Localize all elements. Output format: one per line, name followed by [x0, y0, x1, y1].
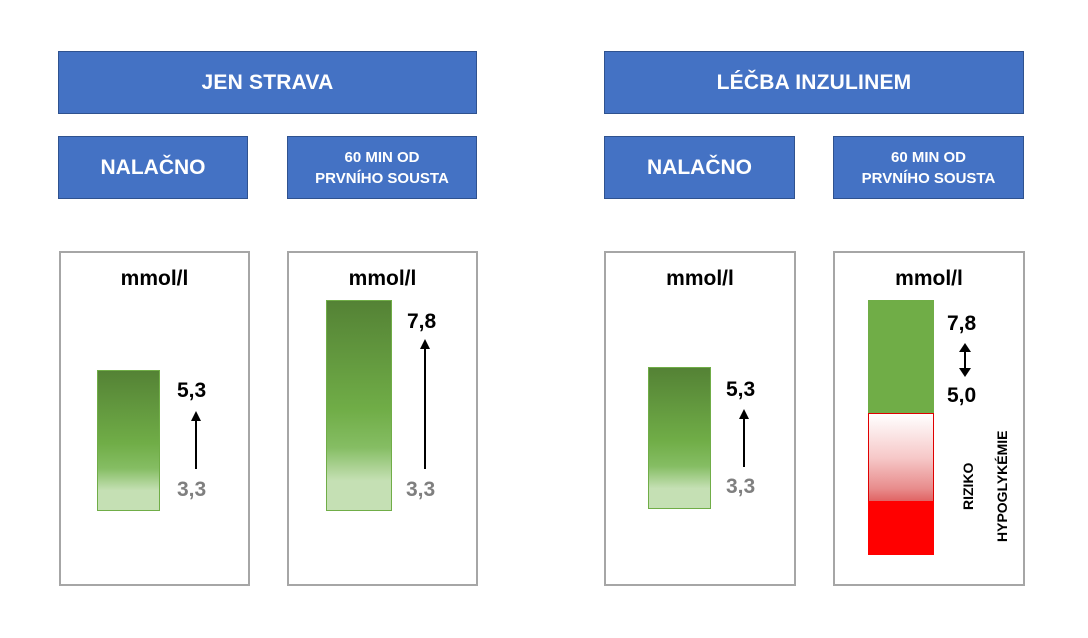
value-top: 5,3: [726, 378, 756, 401]
subheader-after-meal-line2: PRVNÍHO SOUSTA: [315, 169, 449, 187]
glucose-bar: [326, 300, 392, 511]
panel-insulin-after-meal: mmol/l 7,8 5,0 RIZIKO HYPOGLYKÉMIE: [833, 251, 1025, 586]
unit-label: mmol/l: [895, 267, 963, 290]
up-arrow-icon: [420, 339, 430, 469]
subheader-after-meal-line1: 60 MIN OD: [890, 148, 966, 166]
value-top: 7,8: [947, 312, 977, 335]
value-top: 7,8: [407, 310, 437, 333]
unit-label: mmol/l: [348, 267, 417, 290]
section-header-diet: JEN STRAVA: [58, 51, 477, 114]
risk-label: RIZIKO HYPOGLYKÉMIE: [943, 421, 1011, 551]
subheader-fasting-insulin: NALAČNO: [604, 136, 795, 199]
hypoglycemia-risk-zone: [868, 413, 934, 503]
subheader-after-meal-diet: 60 MIN OD PRVNÍHO SOUSTA: [287, 136, 477, 199]
value-base: 3,3: [406, 478, 436, 501]
double-arrow-icon: [959, 343, 971, 377]
glucose-bar: [648, 367, 711, 509]
glucose-bar: [97, 370, 160, 511]
target-range-bar: [868, 300, 934, 414]
up-arrow-icon: [739, 409, 749, 467]
risk-label-line2: HYPOGLYKÉMIE: [994, 430, 1010, 542]
subheader-after-meal-insulin: 60 MIN OD PRVNÍHO SOUSTA: [833, 136, 1024, 199]
section-header-insulin: LÉČBA INZULINEM: [604, 51, 1024, 114]
value-base: 3,3: [177, 478, 207, 501]
up-arrow-icon: [191, 411, 201, 469]
value-top: 5,3: [177, 379, 207, 402]
unit-label: mmol/l: [666, 267, 734, 290]
panel-diet-after-meal: mmol/l 7,8 3,3: [287, 251, 478, 586]
subheader-fasting-diet: NALAČNO: [58, 136, 248, 199]
value-base: 3,3: [726, 475, 756, 498]
panel-diet-fasting: mmol/l 5,3 3,3: [59, 251, 250, 586]
subheader-after-meal-line1: 60 MIN OD: [344, 148, 420, 166]
risk-label-line1: RIZIKO: [960, 462, 976, 510]
subheader-after-meal-line2: PRVNÍHO SOUSTA: [861, 169, 996, 187]
panel-insulin-fasting: mmol/l 5,3 3,3: [604, 251, 796, 586]
unit-label: mmol/l: [120, 267, 189, 290]
value-bottom: 5,0: [947, 384, 977, 407]
hypoglycemia-risk-solid: [868, 501, 934, 555]
